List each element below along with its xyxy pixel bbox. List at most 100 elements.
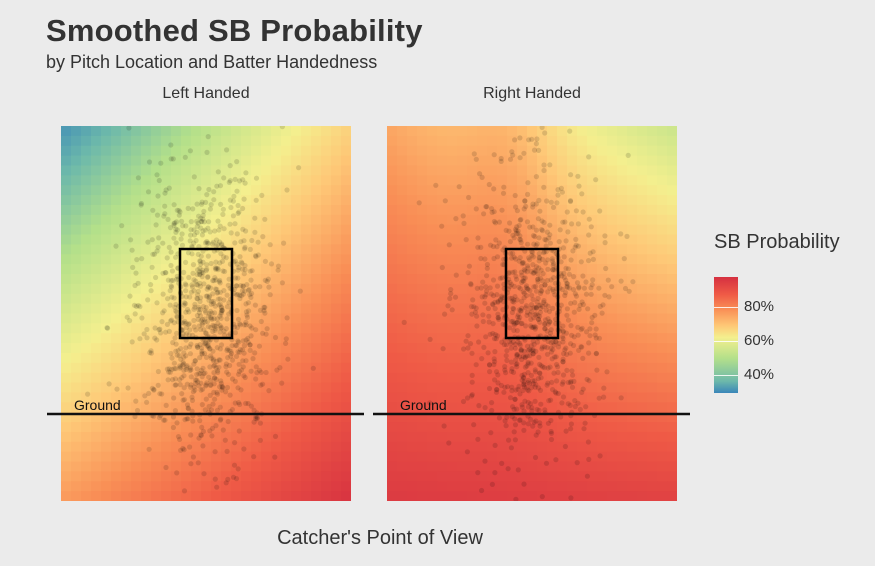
pitch-point <box>503 227 509 233</box>
pitch-point <box>489 400 495 406</box>
pitch-point <box>228 230 234 236</box>
pitch-point <box>236 428 242 434</box>
heatmap-cell <box>637 471 648 482</box>
pitch-point <box>212 476 218 482</box>
heatmap-cell <box>181 392 192 403</box>
heatmap-cell <box>321 323 332 334</box>
heatmap-cell <box>211 392 222 403</box>
pitch-point <box>533 418 539 424</box>
heatmap-cell <box>557 392 568 403</box>
pitch-point <box>205 313 211 319</box>
heatmap-cell <box>657 303 668 315</box>
pitch-point <box>188 341 194 347</box>
heatmap-cell <box>397 165 408 176</box>
heatmap-cell <box>387 165 398 176</box>
pitch-point <box>506 270 512 276</box>
heatmap-cell <box>211 461 222 472</box>
pitch-point <box>586 456 592 462</box>
heatmap-cell <box>121 362 132 374</box>
pitch-point <box>514 319 520 325</box>
pitch-point <box>218 304 224 310</box>
heatmap-cell <box>261 352 272 364</box>
pitch-point <box>508 368 515 374</box>
heatmap-cell <box>557 185 568 196</box>
pitch-point <box>508 319 514 325</box>
heatmap-cell <box>281 175 292 186</box>
heatmap-cell <box>81 481 92 492</box>
heatmap-cell <box>557 224 568 236</box>
pitch-point <box>480 312 486 318</box>
heatmap-cell <box>597 274 608 285</box>
heatmap-cell <box>261 392 272 403</box>
heatmap-cell <box>487 204 498 216</box>
pitch-point <box>534 241 540 247</box>
heatmap-cell <box>387 303 398 315</box>
heatmap-cell <box>467 234 478 246</box>
pitch-point <box>205 225 211 231</box>
pitch-point <box>185 405 191 411</box>
heatmap-cell <box>271 313 282 324</box>
pitch-point <box>113 243 119 249</box>
heatmap-cell <box>617 412 628 423</box>
heatmap-cell <box>557 441 568 453</box>
pitch-point <box>515 228 521 234</box>
heatmap-cell <box>467 185 478 196</box>
pitch-point <box>527 287 533 294</box>
pitch-point <box>564 280 570 286</box>
pitch-point <box>474 285 480 291</box>
heatmap-cell <box>537 145 548 157</box>
pitch-point <box>225 355 231 361</box>
heatmap-cell <box>161 422 172 433</box>
heatmap-cell <box>71 441 82 453</box>
heatmap-cell <box>141 343 152 354</box>
heatmap-cell <box>341 185 351 196</box>
heatmap-cell <box>397 352 408 364</box>
pitch-point <box>592 312 598 318</box>
pitch-point <box>249 237 255 244</box>
pitch-point <box>240 177 246 183</box>
heatmap-cell <box>397 204 408 216</box>
pitch-point <box>202 407 208 413</box>
pitch-point <box>170 414 177 420</box>
pitch-point <box>198 432 204 438</box>
pitch-point <box>586 154 592 160</box>
heatmap-cell <box>657 491 668 501</box>
pitch-point <box>513 361 519 367</box>
pitch-point <box>188 227 194 233</box>
pitch-point <box>165 296 171 302</box>
heatmap-cell <box>181 422 192 433</box>
heatmap-cell <box>527 362 538 374</box>
pitch-point <box>547 232 553 238</box>
heatmap-cell <box>587 481 598 492</box>
heatmap-cell <box>627 274 638 285</box>
pitch-point <box>510 318 516 324</box>
pitch-point <box>572 398 578 404</box>
pitch-point <box>195 282 201 288</box>
heatmap-cell <box>447 195 458 206</box>
heatmap-cell <box>201 491 212 501</box>
heatmap-cell <box>201 303 212 315</box>
pitch-point <box>597 303 603 310</box>
heatmap-cell <box>61 461 72 472</box>
pitch-point <box>207 346 213 352</box>
heatmap-cell <box>81 451 92 463</box>
pitch-point <box>478 285 484 291</box>
heatmap-cell <box>647 392 658 403</box>
heatmap-cell <box>627 422 638 433</box>
heatmap-cell <box>201 323 212 334</box>
heatmap-cell <box>427 402 438 413</box>
heatmap-cell <box>387 195 398 206</box>
pitch-point <box>239 266 246 272</box>
heatmap-cell <box>231 254 242 265</box>
pitch-point <box>544 198 550 204</box>
heatmap-cell <box>151 135 162 147</box>
pitch-point <box>261 308 267 314</box>
heatmap-cell <box>637 313 648 324</box>
heatmap-cell <box>301 126 312 137</box>
pitch-point <box>241 271 247 277</box>
heatmap-cell <box>191 274 202 285</box>
heatmap-cell <box>331 441 342 453</box>
heatmap-cell <box>201 126 212 137</box>
pitch-point <box>553 457 559 463</box>
pitch-point <box>490 277 497 283</box>
